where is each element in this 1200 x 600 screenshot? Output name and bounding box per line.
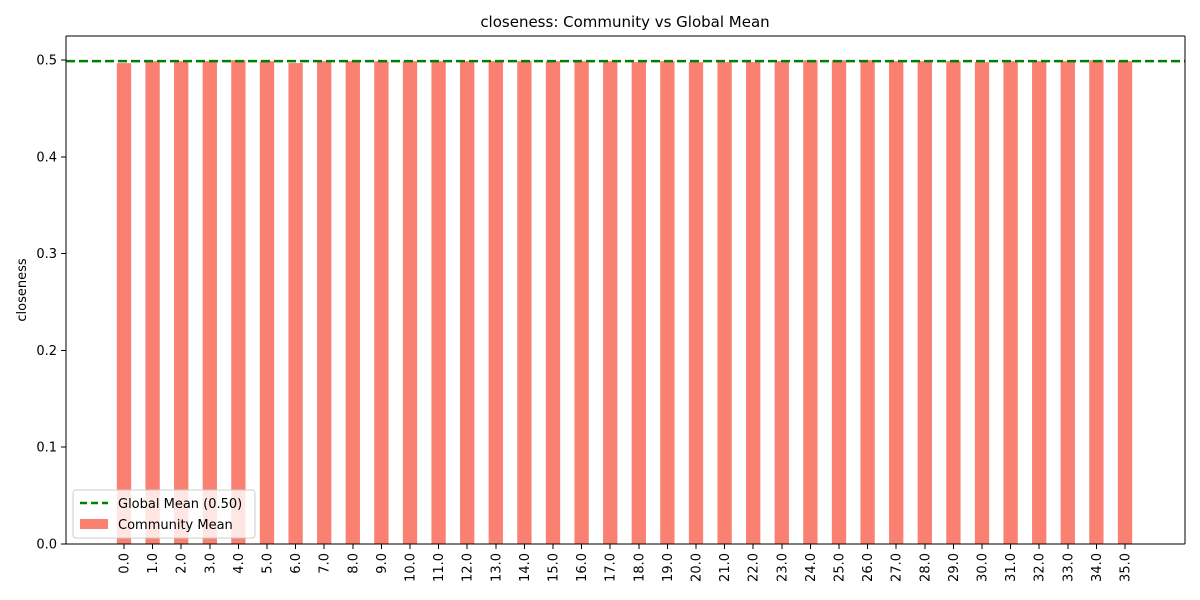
x-tick-label: 9.0 [375,553,390,574]
axes: 0.0 0.1 0.2 0.3 0.4 0.5 0.0 1.0 2.0 3.0 4.0 5.0 6.0 7… [36,35,1186,582]
y-tick-label: 0.4 [36,150,57,165]
bar [431,61,446,544]
x-tick-label: 25.0 [833,553,848,582]
y-axis-title: closeness [15,258,30,321]
bar [631,62,646,544]
bar [774,61,789,544]
x-tick-label: 34.0 [1090,553,1105,582]
bar [517,61,532,544]
bar [317,61,332,544]
x-tick-label: 33.0 [1061,553,1076,582]
y-tick-label: 0.5 [36,54,57,69]
y-tick-label: 0.0 [36,538,57,553]
x-tick-label: 2.0 [175,553,190,574]
y-tick-label: 0.1 [36,441,57,456]
bar [202,61,217,544]
x-tick-label: 22.0 [747,553,762,582]
bar [831,60,847,544]
plot-area [66,59,1185,545]
bar [259,61,275,544]
x-tick-label: 1.0 [146,553,161,574]
bar [717,62,732,544]
legend: Global Mean (0.50) Community Mean [72,489,256,539]
bar [231,60,246,544]
x-tick-label: 14.0 [518,553,533,582]
bar [660,61,675,544]
bar [917,61,932,544]
x-tick-label: 5.0 [261,553,276,574]
x-tick-label: 26.0 [861,553,876,582]
x-tick-label: 4.0 [232,553,247,574]
y-tick-label: 0.3 [36,247,57,262]
legend-community-mean-swatch [80,519,108,529]
x-tick-label: 17.0 [604,553,619,582]
bar [402,61,418,544]
legend-box [72,489,256,539]
y-tick-label: 0.2 [36,344,57,359]
bar [1117,61,1133,544]
x-tick-label: 20.0 [690,553,705,582]
x-tick-label: 29.0 [947,553,962,582]
x-tick-label: 32.0 [1033,553,1048,582]
bar [1060,61,1075,544]
bar [374,61,389,544]
bar [1003,61,1018,544]
legend-global-mean-label: Global Mean (0.50) [118,497,242,512]
bar [946,61,961,544]
x-tick-label: 24.0 [804,553,819,582]
x-tick-label: 11.0 [432,553,447,582]
bar [688,62,704,544]
x-tick-label: 27.0 [890,553,905,582]
bar [860,60,875,544]
x-tick-label: 28.0 [918,553,933,582]
x-tick-label: 19.0 [661,553,676,582]
x-tick-label: 3.0 [203,553,218,574]
x-tick-label: 12.0 [461,553,476,582]
bar [345,61,360,544]
x-tick-label: 0.0 [118,553,133,574]
x-tick-label: 30.0 [976,553,991,582]
bar [288,63,303,545]
bar [603,61,618,544]
bar [488,61,503,544]
x-tick-label: 31.0 [1004,553,1019,582]
x-tick-label: 21.0 [718,553,733,582]
bar [545,61,561,544]
bar [174,61,189,544]
x-tick-label: 7.0 [318,553,333,574]
x-tick-label: 35.0 [1119,553,1134,582]
bar [574,61,589,544]
x-tick-label: 15.0 [547,553,562,582]
x-tick-label: 16.0 [575,553,590,582]
bar [1089,60,1104,544]
bar [974,62,990,544]
legend-community-mean-label: Community Mean [118,518,233,533]
bar [116,63,132,545]
bar [889,61,904,544]
bar [746,62,761,544]
chart-title: closeness: Community vs Global Mean [480,13,769,31]
bar [1032,61,1047,544]
x-tick-label: 8.0 [346,553,361,574]
x-tick-label: 23.0 [775,553,790,582]
bar [460,61,475,544]
bar [803,60,818,544]
x-tick-label: 18.0 [632,553,647,582]
x-tick-label: 13.0 [489,553,504,582]
bar [145,61,160,544]
x-tick-label: 10.0 [404,553,419,582]
x-tick-label: 6.0 [289,553,304,574]
